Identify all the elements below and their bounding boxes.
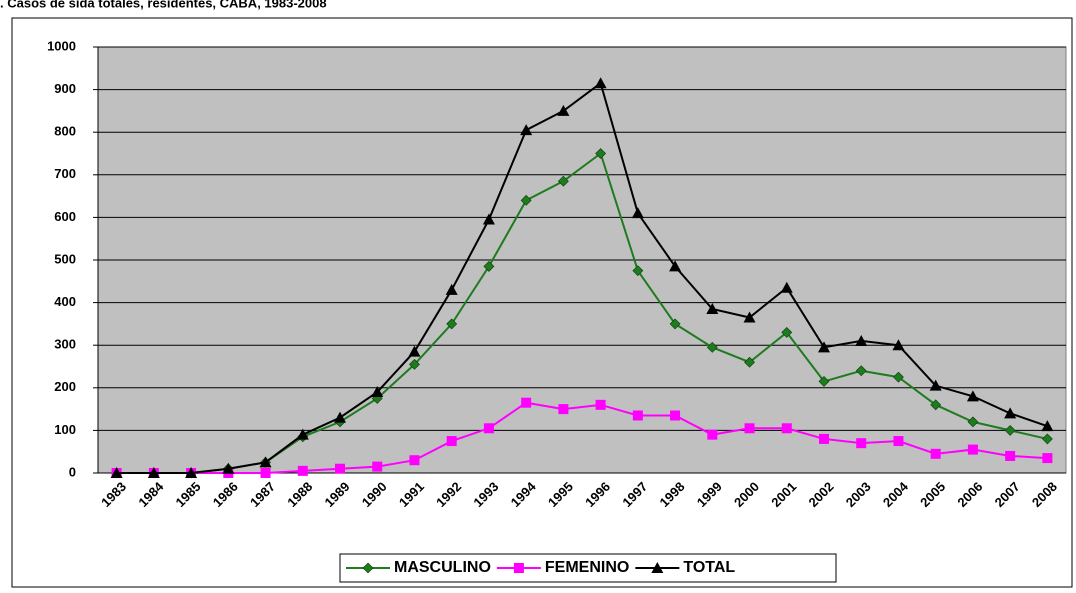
marker	[893, 436, 904, 447]
marker	[521, 397, 532, 408]
series-line	[116, 401, 1048, 474]
marker	[706, 341, 718, 353]
marker	[707, 429, 718, 440]
marker	[334, 411, 346, 423]
marker	[1004, 407, 1017, 419]
y-tick-label: 700	[54, 166, 76, 181]
marker	[557, 104, 570, 116]
marker	[372, 461, 383, 472]
marker	[335, 463, 345, 474]
legend-box	[339, 553, 837, 583]
series-line	[116, 81, 1048, 474]
chart-title: . Casos de sida totales, residentes, CAB…	[0, 0, 327, 10]
marker	[893, 371, 904, 383]
legend-label: TOTAL	[683, 559, 735, 576]
marker	[856, 438, 867, 449]
y-tick-label: 1000	[47, 38, 76, 53]
marker	[819, 433, 829, 444]
marker	[222, 462, 235, 474]
marker	[520, 194, 532, 206]
y-tick-label: 800	[54, 124, 76, 139]
marker	[1041, 420, 1054, 432]
legend-label: FEMENINO	[545, 559, 629, 576]
marker	[260, 468, 271, 478]
marker	[744, 356, 755, 368]
marker	[670, 410, 681, 421]
marker	[296, 428, 309, 440]
marker	[1004, 424, 1016, 436]
marker	[818, 375, 830, 387]
marker	[408, 345, 421, 357]
marker	[147, 467, 160, 478]
marker	[632, 265, 644, 277]
marker	[362, 562, 374, 574]
marker	[259, 456, 272, 468]
marker	[557, 175, 569, 187]
marker	[780, 281, 793, 293]
marker	[446, 436, 457, 447]
marker	[1041, 433, 1053, 445]
marker	[651, 562, 664, 573]
marker	[483, 423, 494, 434]
y-tick-label: 400	[54, 294, 76, 309]
marker	[409, 455, 420, 466]
marker	[669, 318, 681, 330]
marker	[892, 339, 905, 351]
marker	[781, 423, 792, 434]
marker	[482, 213, 495, 225]
marker	[706, 302, 719, 314]
marker	[1042, 453, 1053, 464]
y-tick-label: 0	[69, 464, 76, 479]
marker	[1005, 450, 1016, 461]
y-tick-label: 300	[54, 337, 76, 352]
marker	[966, 390, 979, 402]
marker	[595, 148, 607, 159]
legend-label: MASCULINO	[394, 559, 491, 576]
marker	[743, 311, 756, 323]
y-tick-label: 100	[54, 422, 76, 437]
marker	[445, 283, 458, 295]
y-tick-label: 500	[54, 251, 76, 266]
marker	[855, 365, 867, 377]
marker	[781, 326, 793, 338]
marker	[669, 260, 682, 272]
marker	[371, 386, 384, 398]
marker	[513, 563, 524, 573]
marker	[967, 416, 979, 428]
marker	[185, 467, 198, 478]
marker	[594, 77, 607, 89]
marker	[595, 399, 606, 410]
y-tick-label: 900	[54, 81, 76, 96]
marker	[818, 341, 830, 353]
marker	[930, 448, 941, 459]
marker	[929, 379, 942, 391]
marker	[110, 467, 123, 478]
marker	[520, 124, 533, 136]
y-tick-label: 200	[54, 379, 76, 394]
marker	[930, 399, 942, 411]
y-tick-label: 600	[54, 209, 76, 224]
marker	[558, 404, 569, 415]
marker	[297, 465, 308, 476]
marker	[409, 358, 420, 370]
marker	[631, 207, 644, 219]
marker	[967, 444, 978, 455]
marker	[855, 334, 868, 346]
marker	[744, 423, 755, 434]
marker	[446, 318, 458, 330]
marker	[632, 410, 643, 421]
marker	[483, 260, 495, 272]
